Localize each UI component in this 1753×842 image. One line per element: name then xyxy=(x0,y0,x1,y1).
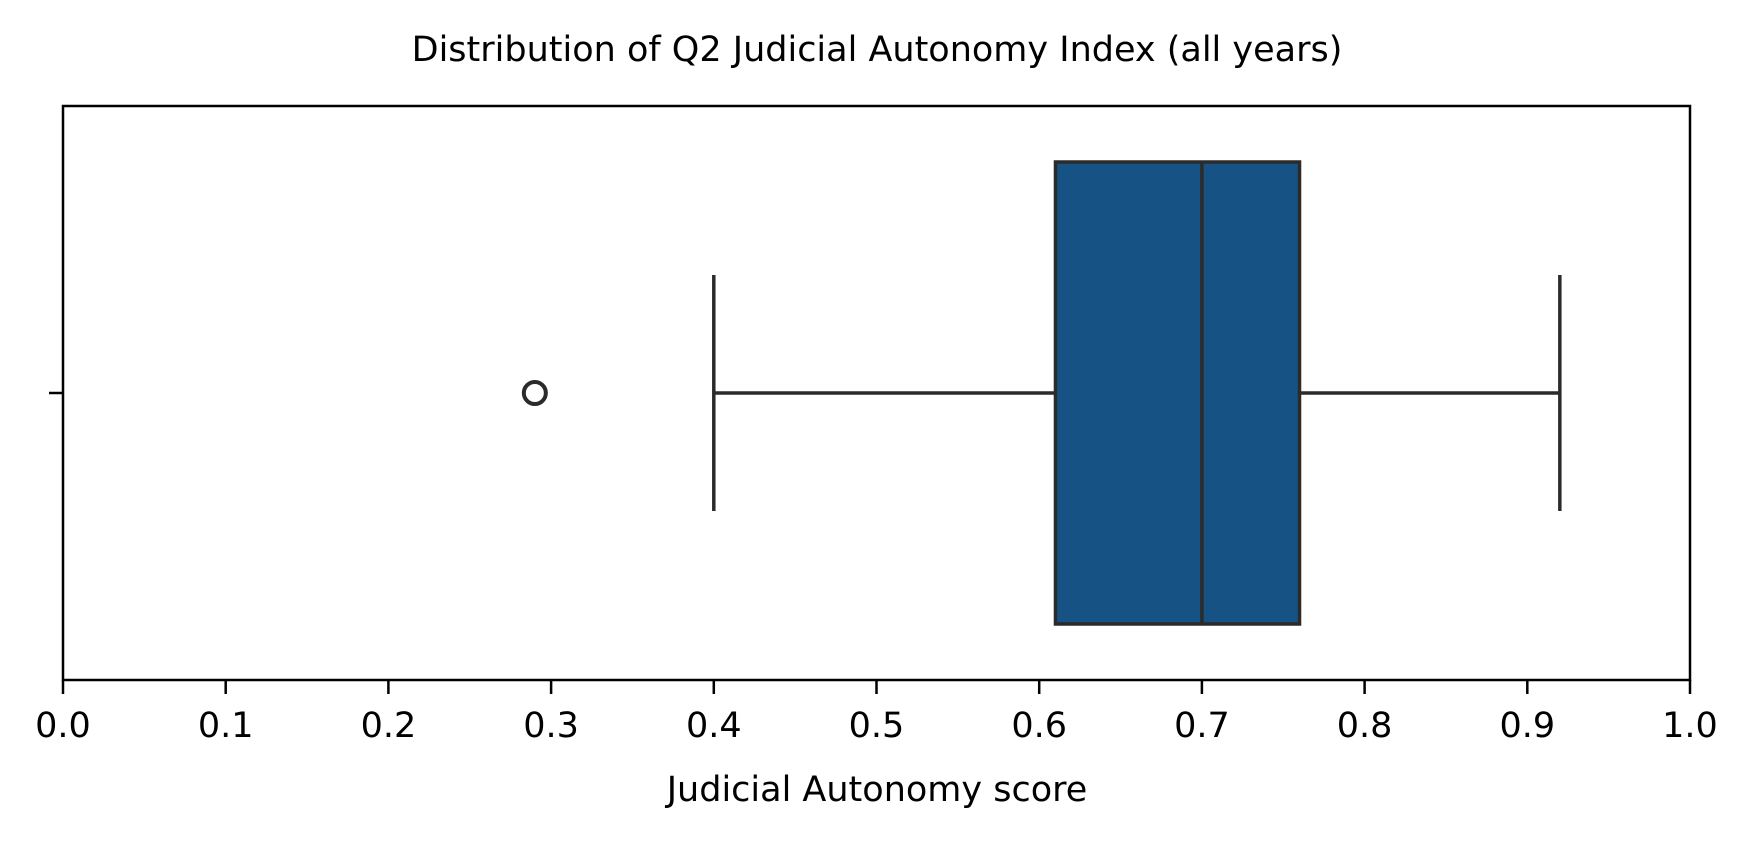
x-tick-label: 0.3 xyxy=(523,706,579,746)
x-tick-label: 0.2 xyxy=(361,706,417,746)
x-tick-label: 0.0 xyxy=(35,706,91,746)
x-tick-label: 0.4 xyxy=(686,706,742,746)
box-group xyxy=(521,160,1562,626)
chart-title: Distribution of Q2 Judicial Autonomy Ind… xyxy=(412,30,1343,70)
x-tick-label: 0.6 xyxy=(1011,706,1067,746)
iqr-box xyxy=(1053,160,1302,626)
x-tick-label: 0.7 xyxy=(1174,706,1230,746)
x-tick-label: 0.8 xyxy=(1337,706,1393,746)
x-tick-label: 1.0 xyxy=(1662,706,1718,746)
x-tick-label: 0.5 xyxy=(849,706,905,746)
x-axis: 0.0 0.1 0.2 0.3 0.4 0.5 0.6 0.7 0.8 0.9 1.0 xyxy=(35,680,1718,746)
x-axis-label: Judicial Autonomy score xyxy=(665,770,1088,810)
outlier-point xyxy=(521,380,548,406)
x-tick-label: 0.1 xyxy=(198,706,254,746)
x-tick-label: 0.9 xyxy=(1499,706,1555,746)
